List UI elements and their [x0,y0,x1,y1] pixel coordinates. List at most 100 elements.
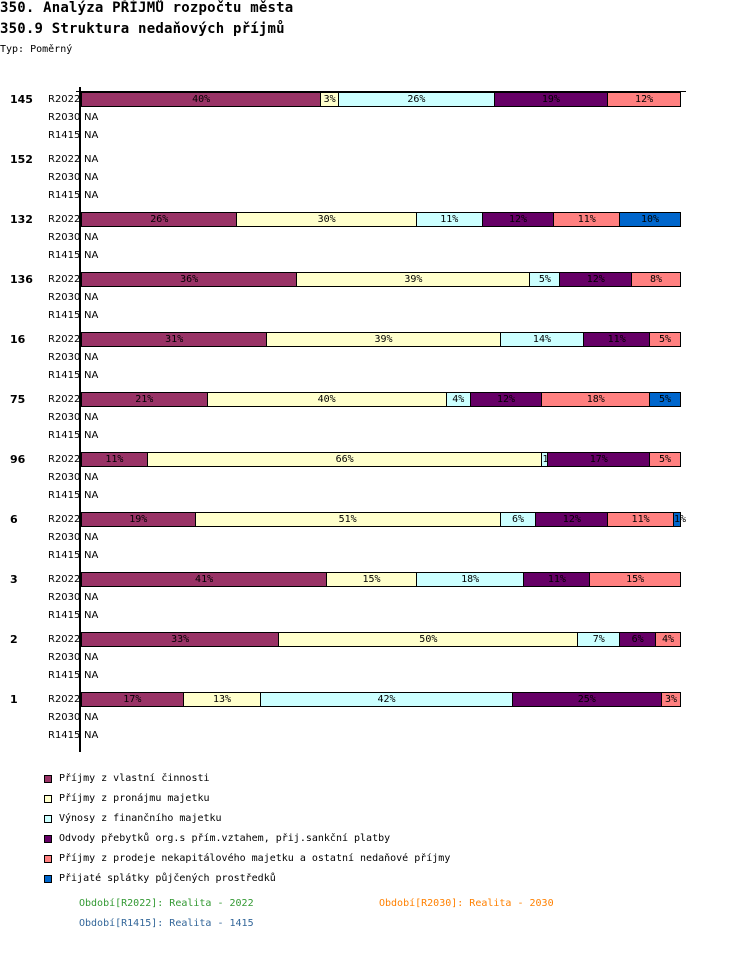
bar-segment-prodej: 12% [608,93,680,106]
na-label: NA [84,292,99,303]
na-label: NA [84,550,99,561]
legend-swatch [44,875,52,883]
segment-value-label: 12% [562,514,581,525]
na-label: NA [84,112,99,123]
period-label: R1415 [48,550,81,561]
segment-value-label: 25% [577,694,596,705]
period-label: R1415 [48,730,81,741]
period-label: R1415 [48,610,81,621]
segment-value-label: 17% [123,694,142,705]
period-label: R2030 [48,652,81,663]
period-label: R2022 [48,634,81,645]
segment-value-label: 26% [150,214,169,225]
na-label: NA [84,472,99,483]
segment-value-label: 11% [631,514,650,525]
stacked-bar: 19% 51% 6% 12% 11% 1% [81,512,686,527]
legend-swatch [44,835,52,843]
period-label: R2022 [48,334,81,345]
bar-segment-odvody: 11% [584,333,651,346]
bar-segment-pronajem: 15% [327,573,417,586]
bar-segment-financni: 7% [578,633,621,646]
segment-value-label: 1% [673,514,687,525]
period-label: R2022 [48,454,81,465]
period-label: R2022 [48,214,81,225]
legend-label: Příjmy z vlastní činnosti [59,773,210,784]
segment-value-label: 11% [440,214,459,225]
segment-value-label: 19% [129,514,148,525]
period-label: R2022 [48,94,81,105]
segment-value-label: 5% [538,274,551,285]
segment-value-label: 15% [362,574,381,585]
period-label: R2022 [48,574,81,585]
segment-value-label: 13% [212,694,232,705]
segment-value-label: 5% [658,394,672,405]
group-label: 3 [10,573,18,586]
segment-value-label: 40% [317,394,336,405]
page-title: 350. Analýza PŘÍJMŮ rozpočtu města [0,0,294,16]
bar-segment-vlastni: 31% [82,333,268,346]
bar-segment-prodej: 5% [650,453,680,466]
na-label: NA [84,490,99,501]
period-label: R2022 [48,394,81,405]
segment-value-label: 11% [577,214,596,225]
stacked-bar: 36% 39% 5% 12% 8% [81,272,681,287]
segment-value-label: 31% [165,334,184,345]
bar-segment-vlastni: 11% [82,453,148,466]
bar-segment-pronajem: 66% [147,453,543,466]
period-label: R2022 [48,274,81,285]
bar-segment-odvody: 19% [494,93,609,106]
na-label: NA [84,154,99,165]
period-label: R1415 [48,250,81,261]
group-label: 132 [10,213,33,226]
segment-value-label: 41% [195,574,214,585]
segment-value-label: 42% [377,694,396,705]
bar-segment-splatky: 5% [650,393,680,406]
bar-segment-odvody: 17% [548,453,651,466]
bar-segment-pronajem: 3% [321,93,340,106]
bar-segment-splatky: 1% [673,513,686,526]
segment-value-label: 19% [541,94,560,105]
bar-segment-prodej: 8% [632,273,680,286]
bar-segment-prodej: 3% [662,693,680,706]
na-label: NA [84,532,99,543]
na-label: NA [84,652,99,663]
period-label: R2030 [48,472,81,483]
stacked-bar: 17% 13% 42% 25% 3% [81,692,681,707]
bar-segment-prodej: 15% [590,573,680,586]
bar-segment-vlastni: 21% [82,393,208,406]
segment-value-label: 8% [650,274,663,285]
group-label: 96 [10,453,26,466]
stacked-bar: 31% 39% 14% 11% 5% [81,332,681,347]
bar-segment-prodej: 18% [542,393,651,406]
stacked-bar: 33% 50% 7% 6% 4% [81,632,681,647]
period-label: R1415 [48,430,81,441]
bar-segment-vlastni: 26% [82,213,238,226]
group-label: 6 [10,513,18,526]
period-label: R2030 [48,292,81,303]
bar-segment-odvody: 12% [536,513,609,526]
legend-swatch [44,855,52,863]
segment-value-label: 14% [532,334,551,345]
bar-segment-odvody: 12% [470,393,543,406]
chart-subtitle: 350.9 Struktura nedaňových příjmů [0,21,285,37]
bar-segment-splatky: 10% [620,213,680,226]
bar-segment-prodej: 5% [650,333,680,346]
period-label: R1415 [48,310,81,321]
segment-value-label: 21% [135,394,154,405]
segment-value-label: 12% [497,394,516,405]
period-label: R1415 [48,130,81,141]
segment-value-label: 6% [511,514,525,525]
group-label: 136 [10,273,33,286]
legend-swatch [44,815,52,823]
segment-value-label: 26% [407,94,426,105]
legend-label: Výnosy z finančního majetku [59,813,222,824]
period-note: Období[R1415]: Realita - 1415 [79,918,254,929]
bar-segment-odvody: 6% [620,633,657,646]
bar-segment-vlastni: 17% [82,693,184,706]
segment-value-label: 11% [105,454,124,465]
bar-segment-prodej: 11% [608,513,674,526]
stacked-bar-chart: 145 R2022 40% 3% 26% 19% 12% R2030 NA R1415 NA 152 R… [0,80,750,760]
segment-value-label: 12% [586,274,605,285]
period-note: Období[R2030]: Realita - 2030 [379,898,554,909]
period-label: R1415 [48,670,81,681]
